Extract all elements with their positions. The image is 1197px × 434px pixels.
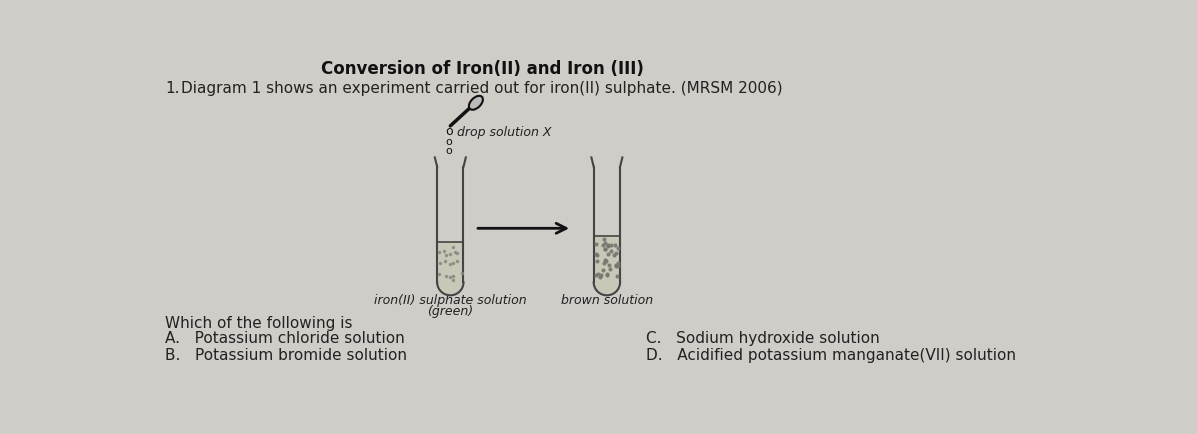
Ellipse shape	[469, 97, 482, 111]
Text: 1.: 1.	[165, 81, 180, 96]
Text: o: o	[445, 125, 452, 138]
Text: D.   Acidified potassium manganate(VII) solution: D. Acidified potassium manganate(VII) so…	[645, 347, 1015, 362]
Text: Which of the following is: Which of the following is	[165, 315, 353, 330]
Polygon shape	[437, 283, 463, 296]
Text: drop solution X: drop solution X	[456, 126, 551, 139]
Text: C.   Sodium hydroxide solution: C. Sodium hydroxide solution	[645, 330, 880, 345]
Polygon shape	[594, 283, 620, 296]
Text: (green): (green)	[427, 304, 473, 317]
Polygon shape	[594, 237, 620, 283]
Text: A.   Potassium chloride solution: A. Potassium chloride solution	[165, 330, 405, 345]
Text: Diagram 1 shows an experiment carried out for iron(II) sulphate. (MRSM 2006): Diagram 1 shows an experiment carried ou…	[181, 81, 783, 96]
Text: iron(II) sulphate solution: iron(II) sulphate solution	[373, 293, 527, 306]
Text: B.   Potassium bromide solution: B. Potassium bromide solution	[165, 347, 407, 362]
Text: o: o	[445, 136, 452, 146]
Text: brown solution: brown solution	[561, 293, 652, 306]
Text: o: o	[445, 145, 452, 155]
Polygon shape	[437, 243, 463, 283]
Text: Conversion of Iron(II) and Iron (III): Conversion of Iron(II) and Iron (III)	[322, 60, 644, 78]
